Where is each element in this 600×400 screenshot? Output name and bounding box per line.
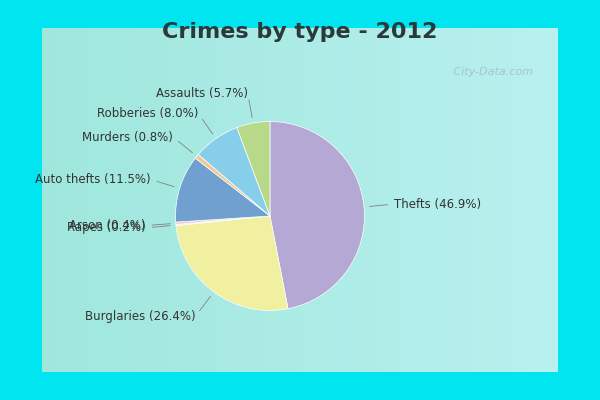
Text: Assaults (5.7%): Assaults (5.7%): [156, 87, 248, 100]
Wedge shape: [176, 216, 270, 226]
Wedge shape: [237, 122, 270, 216]
Text: Thefts (46.9%): Thefts (46.9%): [394, 198, 481, 210]
Wedge shape: [270, 122, 364, 309]
Text: Rapes (0.2%): Rapes (0.2%): [67, 222, 146, 234]
Wedge shape: [176, 158, 270, 222]
Wedge shape: [176, 216, 270, 224]
Text: Arson (0.4%): Arson (0.4%): [69, 219, 146, 232]
Text: Murders (0.8%): Murders (0.8%): [82, 131, 173, 144]
Text: Crimes by type - 2012: Crimes by type - 2012: [163, 22, 437, 42]
Wedge shape: [176, 216, 288, 310]
Text: Robberies (8.0%): Robberies (8.0%): [97, 107, 199, 120]
Wedge shape: [196, 154, 270, 216]
Wedge shape: [199, 128, 270, 216]
Text: City-Data.com: City-Data.com: [451, 67, 533, 77]
Text: Burglaries (26.4%): Burglaries (26.4%): [85, 310, 196, 323]
Text: Auto thefts (11.5%): Auto thefts (11.5%): [35, 173, 151, 186]
